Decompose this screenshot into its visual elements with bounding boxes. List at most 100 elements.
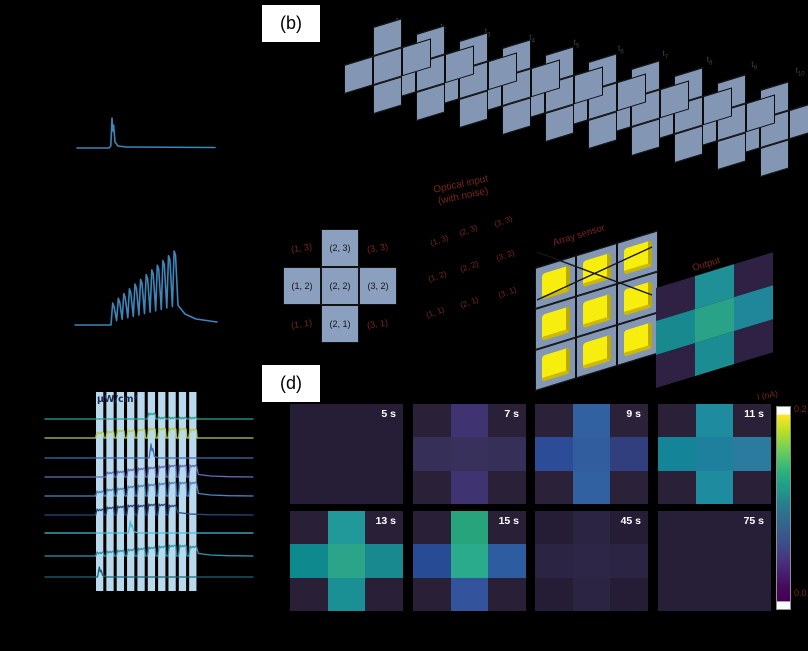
snapshot-cell [572,404,611,438]
snapshot-cell [572,437,611,471]
timestamp-label: 45 s [620,515,641,527]
frame-time-label: t5 [573,37,580,50]
snapshot-cell [488,511,526,545]
colorbar-tick-max: 0.2 [794,404,807,414]
snapshot-cell [610,437,648,471]
stimulus-band [116,392,124,591]
snapshot-map: 15 s [413,511,526,611]
snapshot-cell [450,511,489,545]
snapshot-map: 75 s [658,511,771,611]
snapshot-cell [535,544,573,578]
snapshot-cell [488,544,526,578]
snapshot-cell [365,437,403,471]
snapshot-cell [450,437,489,471]
pixel-response-trace [44,443,254,459]
snapshot-cell [450,404,489,438]
stimulus-band [147,392,156,591]
stimulus-grid: (1, 3) (2, 3) (3, 3) (1, 2) (2, 2) (3, 2) (1, … [283,229,397,343]
colorbar-tick-min: 0.0 [794,588,807,598]
snapshot-cell [413,470,451,504]
pixel-response-trace [44,412,254,420]
snapshot-cell [695,577,734,611]
stimulus-cell: (2, 3) [321,229,359,267]
stimulus-band [106,392,114,591]
stimulus-cell: (1, 2) [283,267,321,305]
snapshot-cell [535,577,573,611]
snapshot-cell [290,511,328,545]
snapshot-cell [488,404,526,438]
snapshot-cell [733,437,771,471]
stimulus-cell-label: (3, 2) [367,281,389,291]
panel-b-label-text: (b) [280,13,302,33]
snapshot-cell [658,437,696,471]
timestamp-label: 75 s [743,515,764,527]
pixel-response-trace [44,481,254,497]
stimulus-cell: (2, 1) [321,305,359,343]
snapshot-cell [488,470,526,504]
stimulus-band [178,392,187,591]
stimulus-cell: (3, 2) [359,267,397,305]
pixel-response-trace [44,503,254,516]
timestamp-label: 15 s [498,515,519,527]
snapshot-cell [365,544,403,578]
frame-time-label: t6 [618,42,624,56]
snapshot-cell [733,511,771,545]
snapshot-cell [695,470,734,504]
burst-trace [74,250,218,326]
irradiance-unit-label: µW/cm² [97,394,138,405]
snapshot-cell [327,544,366,578]
stimulus-band [127,392,135,591]
snapshot-cell [413,577,451,611]
snapshot-cell [610,511,648,545]
snapshot-cell [610,577,648,611]
snapshot-cell [450,544,489,578]
snapshot-cell [327,437,366,471]
snapshot-cell [658,470,696,504]
pixel-response-trace [44,520,254,534]
snapshot-cell [535,470,573,504]
snapshot-cell [572,544,611,578]
snapshot-cell [658,544,696,578]
stimulus-band [158,392,166,591]
snapshot-map: 45 s [535,511,648,611]
snapshot-cell [450,577,489,611]
snapshot-cell [413,544,451,578]
snapshot-map: 9 s [535,404,648,504]
snapshot-cell [695,437,734,471]
snapshot-cell [290,437,328,471]
snapshot-map: 11 s [658,404,771,504]
snapshot-cell [290,544,328,578]
snapshot-cell [488,437,526,471]
frame-time-label: t8 [706,53,713,67]
snapshot-cell [290,470,328,504]
stimulus-cell-label: (2, 1) [329,319,351,329]
stimulus-cell-label: (2, 2) [329,281,351,291]
snapshot-cell [327,511,366,545]
snapshot-cell [535,511,573,545]
stimulus-cell-label: (1, 2) [291,281,313,291]
pixel-response-trace [44,464,254,478]
snapshot-cell [365,511,403,545]
snapshot-map: 5 s [290,404,403,504]
frame-time-label: t4 [529,31,535,45]
snapshot-cell [733,404,771,438]
stimulus-band [189,392,197,591]
snapshot-cell [488,577,526,611]
pixel-response-trace [44,544,254,557]
panel-b-label: (b) [262,5,320,42]
colorbar [776,406,791,610]
snapshot-cell [733,544,771,578]
stimulus-band [137,392,145,591]
timestamp-label: 9 s [626,408,641,420]
snapshot-cell [535,404,573,438]
snapshot-cell [695,404,734,438]
snapshot-cell [658,577,696,611]
panel-d-label: (d) [262,365,320,402]
snapshot-cell [290,577,328,611]
snapshot-map: 13 s [290,511,403,611]
snapshot-cell [413,404,451,438]
snapshot-cell [572,511,611,545]
